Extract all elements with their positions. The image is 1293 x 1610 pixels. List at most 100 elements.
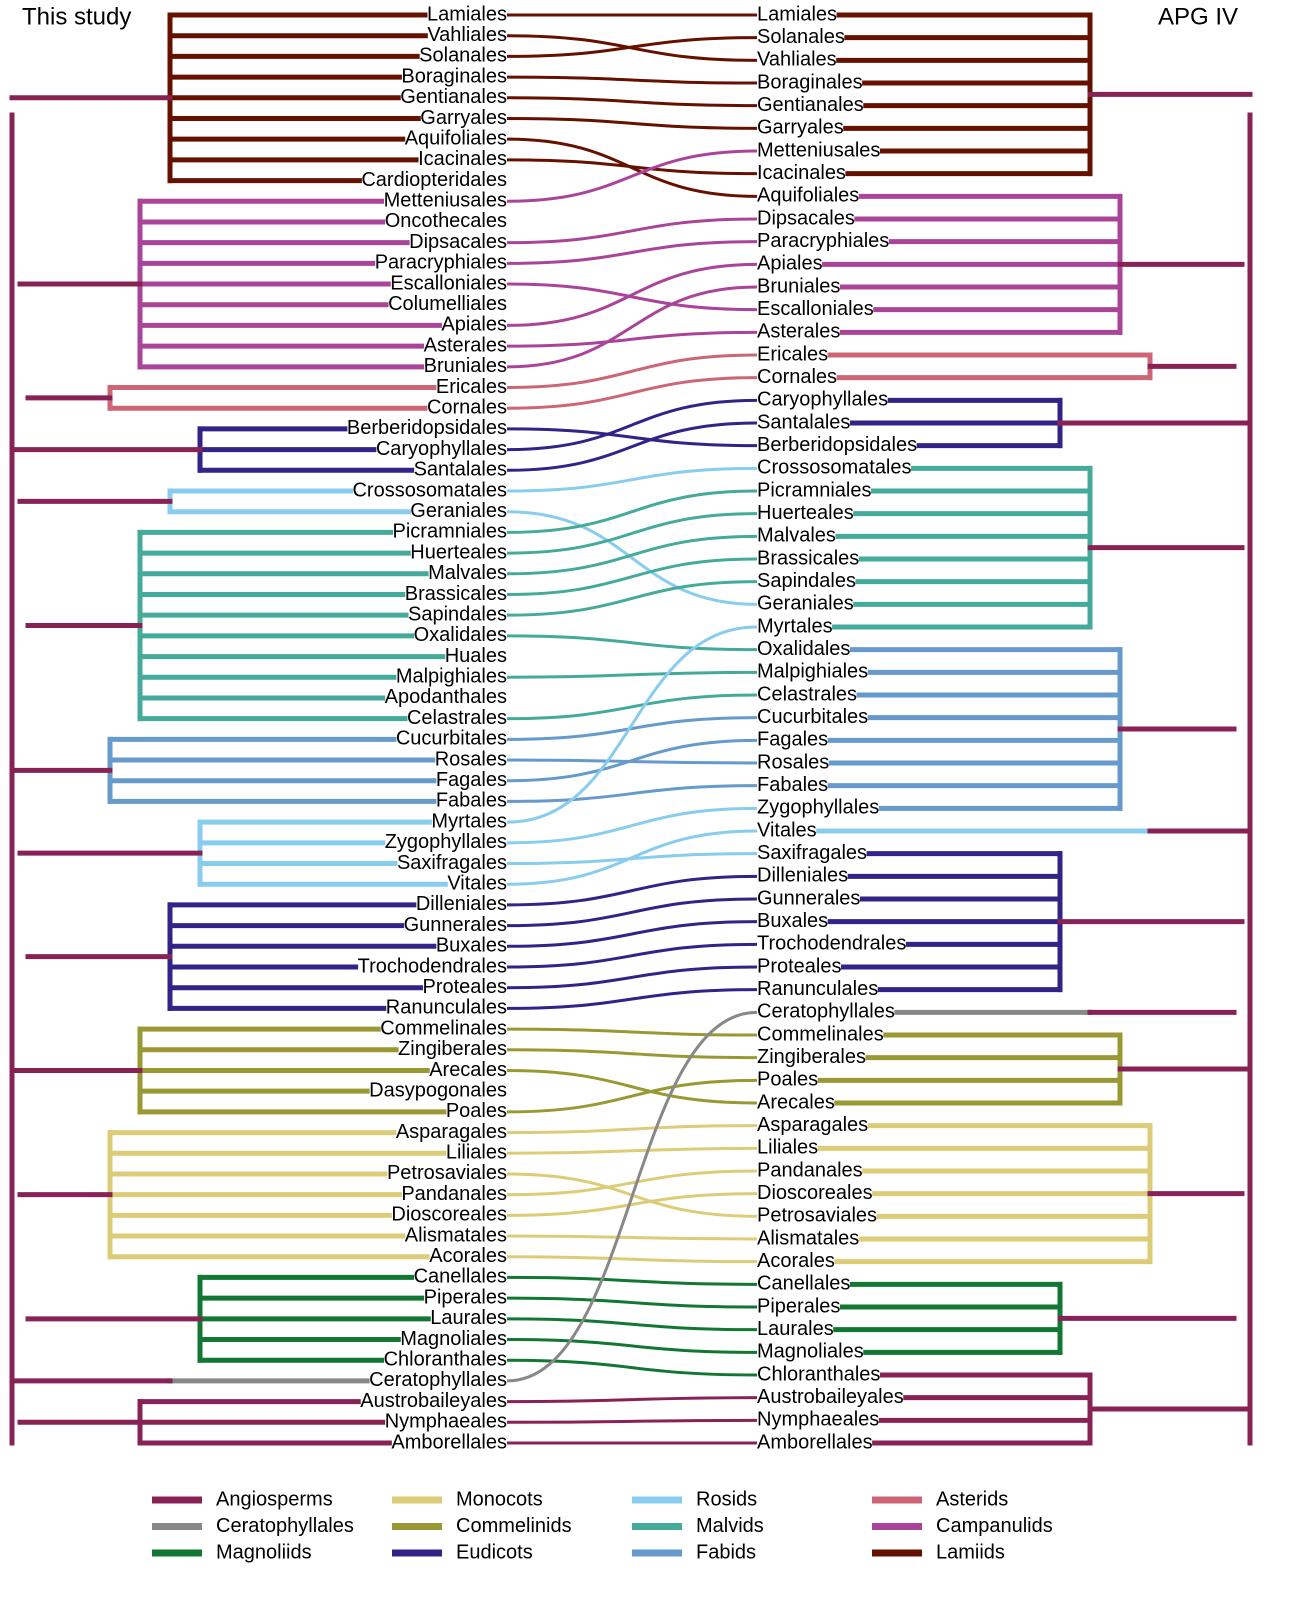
- taxon-label: Buxales: [436, 935, 507, 957]
- taxon-label: Icacinales: [418, 148, 507, 170]
- connector: [506, 240, 758, 265]
- taxon-label: Proteales: [757, 955, 842, 977]
- connector: [506, 158, 758, 176]
- taxon-label: Gentianales: [757, 94, 864, 116]
- taxon-label: Bruniales: [424, 355, 507, 377]
- connector: [506, 1048, 758, 1060]
- connector: [506, 1296, 758, 1309]
- connector: [506, 36, 758, 58]
- legend-label: Eudicots: [456, 1541, 533, 1563]
- taxon-label: Lamiales: [757, 3, 837, 25]
- taxon-label: Dipsacales: [757, 207, 855, 229]
- taxon-label: Ericales: [757, 343, 828, 365]
- taxon-label: Zygophyllales: [385, 831, 507, 853]
- taxon-label: Apiales: [757, 253, 823, 275]
- taxon-label: Saxifragales: [397, 852, 507, 874]
- taxon-label: Fagales: [757, 729, 828, 751]
- taxon-label: Zingiberales: [398, 1038, 507, 1060]
- connector: [506, 353, 758, 390]
- taxon-label: Dasypogonales: [369, 1079, 507, 1101]
- taxon-label: Proteales: [423, 976, 508, 998]
- taxon-label: Magnoliales: [757, 1341, 864, 1363]
- taxon-label: Paracryphiales: [757, 230, 889, 252]
- taxon-label: Gunnerales: [757, 887, 860, 909]
- connector: [506, 1234, 758, 1241]
- connector: [506, 75, 758, 85]
- connector: [506, 1338, 758, 1354]
- taxon-label: Arecales: [429, 1059, 507, 1081]
- taxon-label: Acorales: [429, 1245, 507, 1267]
- taxon-label: Vahliales: [427, 24, 507, 46]
- taxon-label: Escalloniales: [390, 272, 507, 294]
- connector: [506, 510, 758, 606]
- taxon-label: Petrosaviales: [757, 1205, 877, 1227]
- taxon-label: Apodanthales: [385, 686, 507, 708]
- taxon-label: Lamiales: [427, 3, 507, 25]
- legend-label: Asterids: [936, 1488, 1008, 1510]
- right-title: APG IV: [1158, 3, 1238, 30]
- connector: [506, 693, 758, 721]
- connector: [506, 625, 758, 824]
- left-title: This study: [22, 3, 131, 30]
- taxon-label: Austrobaileyales: [360, 1390, 507, 1412]
- connector: [506, 1317, 758, 1332]
- taxon-label: Icacinales: [757, 162, 846, 184]
- taxon-label: Petrosaviales: [387, 1162, 507, 1184]
- taxon-label: Acorales: [757, 1250, 835, 1272]
- taxon-label: Fagales: [436, 769, 507, 791]
- taxon-label: Alismatales: [757, 1227, 859, 1249]
- connector: [506, 1169, 758, 1197]
- taxon-label: Geraniales: [757, 593, 854, 615]
- connector: [506, 1124, 758, 1135]
- connector: [506, 285, 758, 369]
- taxon-label: Berberidopsidales: [757, 434, 917, 456]
- taxon-label: Ranunculales: [757, 978, 878, 1000]
- connector: [506, 897, 758, 928]
- connector: [506, 1146, 758, 1155]
- taxon-label: Cucurbitales: [396, 728, 507, 750]
- taxon-label: Huales: [445, 645, 507, 667]
- taxon-label: Ericales: [436, 376, 507, 398]
- taxon-label: Sapindales: [408, 603, 507, 625]
- taxon-label: Apiales: [441, 314, 507, 336]
- taxon-label: Santalales: [414, 459, 507, 481]
- taxon-label: Aquifoliales: [405, 127, 507, 149]
- taxon-label: Zygophyllales: [757, 797, 879, 819]
- taxon-label: Laurales: [757, 1318, 834, 1340]
- taxon-label: Pandanales: [401, 1183, 507, 1205]
- connector: [506, 784, 758, 803]
- labels: LamialesVahlialesSolanalesBoraginalesGen…: [347, 3, 917, 1453]
- connector: [506, 965, 758, 990]
- taxon-label: Magnoliales: [400, 1328, 507, 1350]
- taxon-label: Brassicales: [405, 583, 507, 605]
- connector: [506, 512, 758, 555]
- taxon-label: Berberidopsidales: [347, 417, 507, 439]
- taxon-label: Cucurbitales: [757, 706, 868, 728]
- taxon-label: Asterales: [757, 321, 840, 343]
- connector: [506, 1418, 758, 1424]
- connector: [506, 738, 758, 783]
- taxon-label: Rosales: [435, 748, 507, 770]
- connector: [506, 806, 758, 845]
- taxon-label: Austrobaileyales: [757, 1386, 904, 1408]
- taxon-label: Aquifoliales: [757, 185, 859, 207]
- taxon-label: Garryales: [757, 117, 844, 139]
- taxon-label: Liliales: [757, 1137, 818, 1159]
- connector: [506, 262, 758, 327]
- connections: [506, 13, 758, 1445]
- taxon-label: Ceratophyllales: [369, 1369, 507, 1391]
- connector: [506, 1275, 758, 1286]
- taxon-label: Oxalidales: [757, 638, 850, 660]
- taxon-label: Dilleniales: [757, 865, 848, 887]
- taxon-label: Santalales: [757, 411, 850, 433]
- taxon-label: Paracryphiales: [375, 252, 507, 274]
- taxon-label: Chloranthales: [757, 1363, 880, 1385]
- taxon-label: Oncothecales: [385, 210, 507, 232]
- taxon-label: Boraginales: [401, 65, 507, 87]
- taxon-label: Malvales: [757, 525, 836, 547]
- taxon-label: Dipsacales: [409, 231, 507, 253]
- taxon-label: Vahliales: [757, 49, 837, 71]
- connector: [506, 1068, 758, 1105]
- connector: [506, 534, 758, 576]
- trees: [9, 12, 1253, 1446]
